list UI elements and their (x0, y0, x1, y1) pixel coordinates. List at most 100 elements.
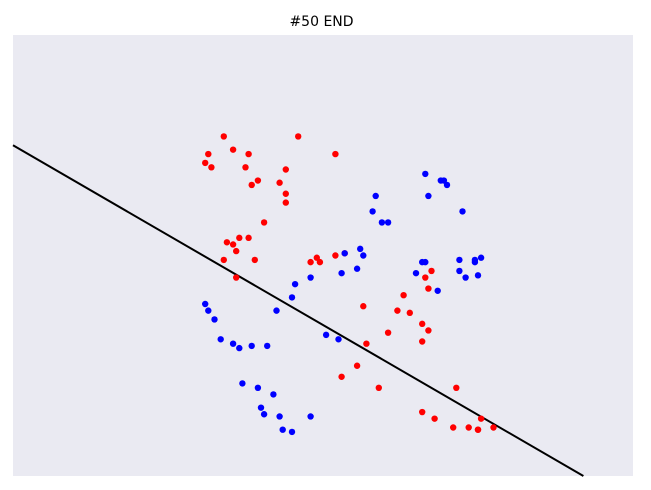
data-point (254, 177, 262, 184)
data-point (307, 258, 314, 266)
data-point (459, 208, 466, 215)
chart-title: #50 END (289, 14, 354, 30)
data-point (279, 426, 286, 433)
data-point (419, 320, 426, 328)
data-point (474, 272, 482, 279)
data-point (307, 413, 314, 420)
data-point (456, 256, 463, 264)
data-point (313, 254, 320, 261)
data-point (276, 179, 283, 186)
point-layer (202, 133, 497, 436)
data-point (248, 342, 255, 350)
data-point (276, 413, 283, 420)
data-point (425, 285, 432, 292)
data-point (332, 252, 339, 259)
data-point (419, 338, 426, 345)
data-point (422, 170, 429, 178)
data-point (360, 252, 367, 259)
data-point (357, 245, 364, 253)
data-point (307, 274, 314, 281)
data-point (372, 192, 379, 200)
data-point (332, 150, 339, 158)
data-point (322, 331, 330, 339)
data-point (384, 219, 392, 226)
data-point (282, 166, 289, 173)
data-point (360, 303, 367, 310)
data-point (264, 342, 271, 350)
data-point (477, 254, 485, 261)
line-layer (12, 144, 584, 477)
data-point (260, 219, 268, 226)
data-point (239, 380, 246, 387)
data-point (260, 411, 268, 418)
data-point (412, 269, 420, 277)
data-point (288, 428, 296, 436)
data-point (425, 192, 432, 200)
data-point (295, 133, 302, 140)
data-point (462, 274, 469, 281)
data-point (282, 199, 289, 206)
data-point (450, 424, 457, 431)
data-point (223, 239, 231, 246)
data-point (236, 234, 243, 242)
data-point (419, 408, 426, 416)
data-point (335, 336, 342, 343)
data-point (229, 340, 237, 347)
data-point (257, 404, 265, 411)
data-point (384, 329, 392, 336)
data-point (202, 300, 209, 308)
data-point (434, 287, 441, 294)
data-point (273, 307, 280, 314)
data-point (270, 391, 277, 398)
data-point (453, 384, 460, 391)
data-point (406, 309, 413, 317)
data-point (291, 280, 299, 288)
data-point (456, 267, 463, 275)
data-point (251, 256, 258, 264)
data-point (477, 415, 485, 422)
data-point (474, 426, 482, 433)
data-point (217, 336, 224, 343)
data-point (490, 424, 497, 431)
data-point (248, 181, 255, 189)
data-point (229, 241, 237, 248)
decision-boundary-line (12, 144, 584, 477)
data-point (208, 164, 215, 171)
data-point (471, 256, 479, 264)
data-point (341, 250, 348, 257)
data-point (431, 415, 438, 422)
data-point (205, 150, 212, 158)
data-point (220, 256, 227, 264)
data-point (254, 384, 262, 391)
data-point (425, 327, 432, 334)
data-point (378, 219, 386, 226)
data-point (245, 234, 252, 242)
data-point (437, 177, 444, 184)
data-point (375, 384, 382, 391)
data-point (363, 340, 370, 347)
data-point (229, 146, 237, 153)
data-point (211, 316, 218, 323)
data-point (400, 291, 407, 299)
data-point (353, 362, 361, 369)
data-point (288, 294, 296, 301)
data-point (428, 267, 435, 275)
data-point (394, 307, 401, 314)
data-point (245, 150, 252, 158)
data-point (236, 344, 243, 352)
data-point (233, 274, 240, 281)
plot-background (13, 35, 633, 476)
data-point (233, 247, 240, 255)
data-point (205, 307, 212, 314)
data-point (338, 373, 345, 380)
data-point (338, 269, 345, 277)
data-point (422, 274, 429, 281)
data-point (353, 265, 361, 272)
data-point (465, 424, 472, 431)
data-point (369, 208, 376, 215)
data-point (282, 190, 289, 197)
data-point (422, 258, 429, 266)
data-point (220, 133, 227, 140)
